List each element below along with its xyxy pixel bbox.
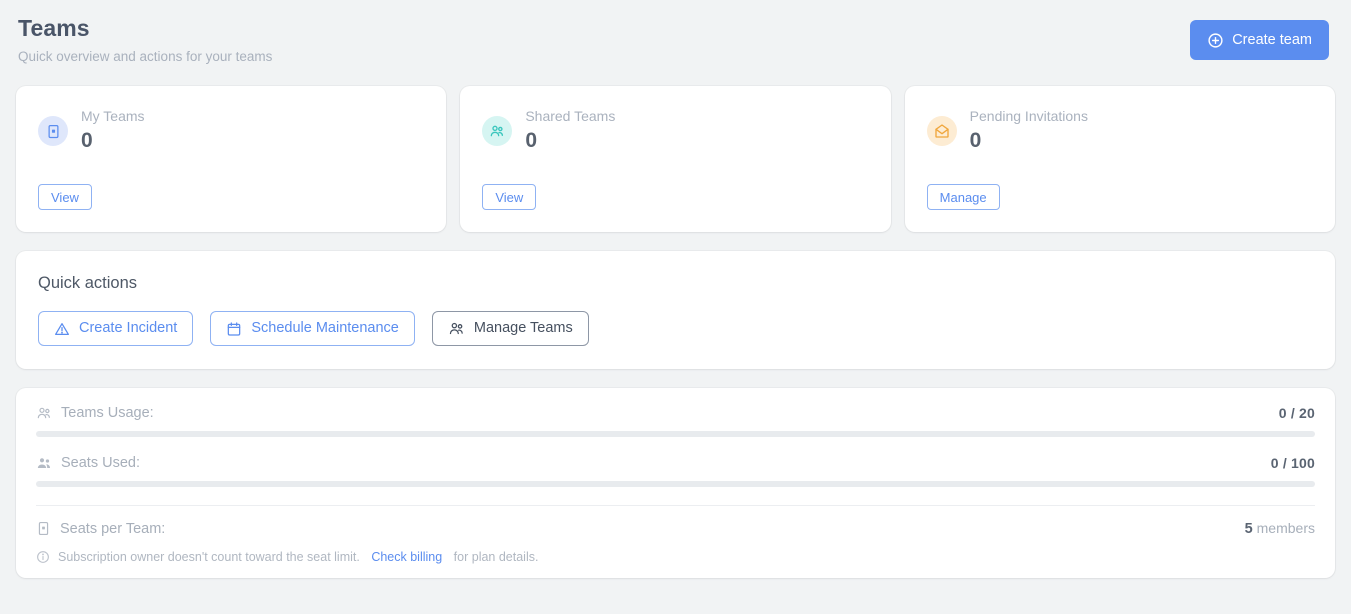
- stat-header: Pending Invitations 0: [926, 108, 1313, 154]
- usage-divider: [36, 505, 1315, 506]
- stat-cards-row: My Teams 0 View Shared Teams: [0, 86, 1351, 232]
- view-my-teams-button[interactable]: View: [38, 184, 92, 210]
- seats-per-team-number: 5: [1244, 521, 1253, 537]
- stat-label: My Teams: [81, 108, 145, 124]
- users-outline-icon: [36, 405, 52, 421]
- usage-label-group: Seats per Team:: [36, 521, 165, 537]
- check-billing-link[interactable]: Check billing: [371, 550, 443, 564]
- seats-used-progressbar: [36, 481, 1315, 487]
- plus-circle-icon: [1207, 32, 1224, 49]
- quick-actions-title: Quick actions: [38, 274, 138, 292]
- users-group-icon: [448, 320, 465, 337]
- usage-row-seats-per-team: Seats per Team: 5 members: [36, 520, 1315, 537]
- seats-per-team-label: Seats per Team:: [60, 520, 166, 537]
- stat-card-pending-invitations: Pending Invitations 0 Manage: [904, 86, 1335, 232]
- calendar-icon: [226, 321, 242, 337]
- users-filled-icon: [36, 455, 52, 471]
- teams-usage-value: 0 / 20: [1278, 405, 1315, 421]
- usage-row-teams: Teams Usage: 0 / 20: [36, 405, 1315, 421]
- stat-value: 0: [525, 129, 538, 152]
- page-title: Teams: [18, 15, 90, 41]
- manage-teams-button[interactable]: Manage Teams: [431, 311, 589, 346]
- usage-label-group: Teams Usage:: [36, 405, 154, 421]
- info-circle-icon: [36, 550, 50, 564]
- stat-value: 0: [969, 129, 982, 152]
- stat-texts: My Teams 0: [81, 108, 145, 154]
- stat-card-my-teams: My Teams 0 View: [16, 86, 447, 232]
- manage-invitations-button[interactable]: Manage: [926, 184, 1000, 210]
- seats-per-team-value: 5 members: [1245, 520, 1315, 537]
- mail-open-icon: [926, 116, 957, 146]
- id-badge-icon: [38, 116, 68, 146]
- manage-teams-label: Manage Teams: [473, 320, 573, 337]
- create-team-label: Create team: [1232, 32, 1312, 48]
- schedule-maintenance-label: Schedule Maintenance: [251, 320, 399, 337]
- usage-row-seats: Seats Used: 0 / 100: [36, 455, 1315, 471]
- id-badge-icon: [36, 521, 51, 536]
- schedule-maintenance-button[interactable]: Schedule Maintenance: [210, 311, 415, 346]
- page-header: Teams Quick overview and actions for you…: [0, 0, 1351, 72]
- usage-note: Subscription owner doesn't count toward …: [36, 550, 1315, 564]
- teams-usage-progressbar: [36, 431, 1315, 437]
- stat-texts: Pending Invitations 0: [970, 108, 1088, 154]
- page-title-block: Teams Quick overview and actions for you…: [16, 14, 272, 65]
- warning-triangle-icon: [54, 321, 70, 337]
- usage-label-group: Seats Used:: [36, 455, 140, 471]
- usage-note-text-after: for plan details.: [450, 550, 539, 564]
- stat-header: Shared Teams 0: [482, 108, 868, 154]
- stat-value: 0: [81, 129, 93, 152]
- stat-header: My Teams 0: [38, 108, 424, 154]
- create-team-button[interactable]: Create team: [1190, 20, 1329, 60]
- stat-texts: Shared Teams 0: [525, 108, 615, 154]
- stat-card-shared-teams: Shared Teams 0 View: [460, 86, 891, 232]
- page-subtitle: Quick overview and actions for your team…: [18, 49, 273, 64]
- seats-used-value: 0 / 100: [1270, 455, 1315, 471]
- stat-label: Shared Teams: [525, 108, 616, 124]
- create-incident-button[interactable]: Create Incident: [38, 311, 194, 346]
- usage-card: Teams Usage: 0 / 20 Seats Used: 0: [16, 388, 1335, 578]
- teams-usage-label: Teams Usage:: [61, 405, 154, 421]
- create-incident-label: Create Incident: [79, 320, 178, 337]
- view-shared-teams-button[interactable]: View: [482, 184, 537, 210]
- quick-actions-buttons: Create Incident Schedule Maintenance: [38, 311, 1313, 346]
- quick-actions-card: Quick actions Create Incident: [16, 251, 1335, 369]
- stat-label: Pending Invitations: [969, 108, 1088, 124]
- seats-used-label: Seats Used:: [61, 455, 140, 471]
- users-group-icon: [482, 116, 513, 146]
- seats-per-team-unit: members: [1256, 520, 1315, 536]
- usage-note-text-before: Subscription owner doesn't count toward …: [58, 550, 364, 564]
